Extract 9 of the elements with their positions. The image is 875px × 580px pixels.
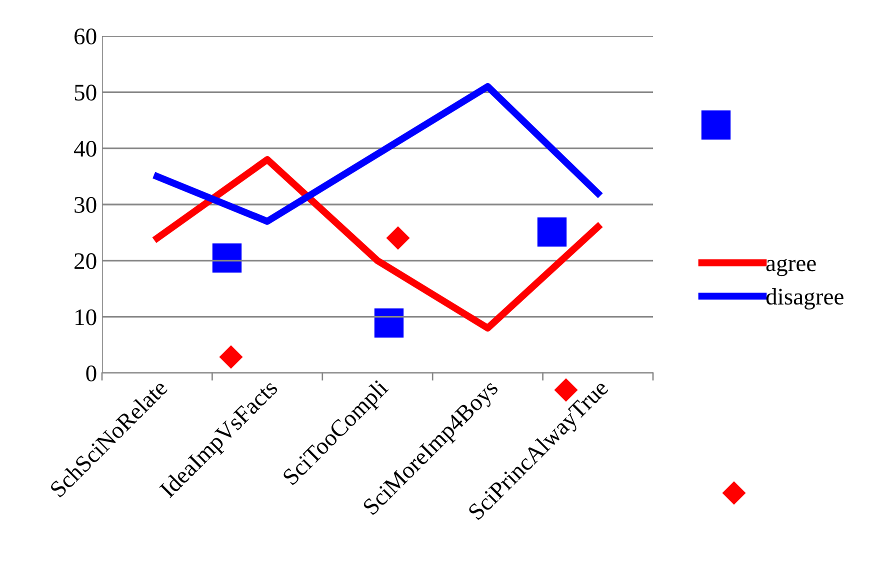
y-tick-label: 40 [74,140,96,157]
y-tick-label: 10 [76,309,96,326]
legend-label: agree [766,258,816,276]
y-tick-label: 50 [74,84,96,101]
y-tick-label: 60 [74,28,96,44]
y-tick-label: 20 [74,253,96,270]
y-tick-label: 0 [86,365,96,382]
legend-label: disagree [766,288,844,310]
y-tick-label: 30 [74,196,96,213]
